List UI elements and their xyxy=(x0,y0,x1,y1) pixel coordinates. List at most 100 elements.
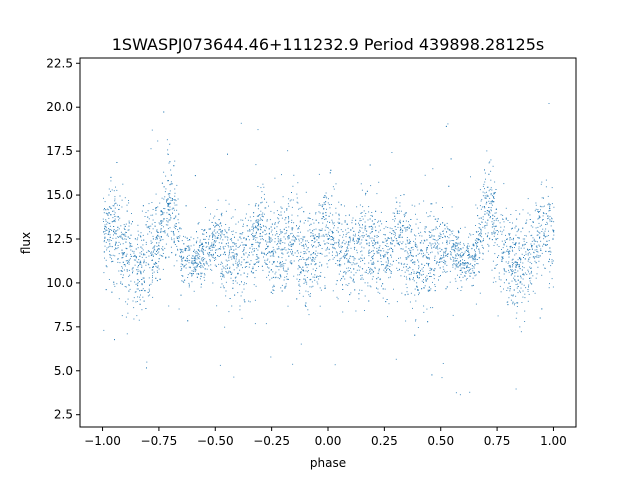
data-point xyxy=(168,219,170,221)
data-point xyxy=(312,233,314,235)
data-point xyxy=(192,260,194,262)
data-point xyxy=(310,293,311,295)
data-point xyxy=(377,288,379,290)
data-point xyxy=(217,224,219,226)
data-point xyxy=(531,283,533,285)
data-point xyxy=(398,257,399,259)
data-point xyxy=(221,231,223,233)
data-point xyxy=(123,252,125,253)
data-point xyxy=(394,226,396,228)
data-point xyxy=(428,273,429,274)
data-point xyxy=(220,231,222,233)
data-point xyxy=(406,227,408,228)
data-point xyxy=(370,268,372,270)
data-point xyxy=(553,231,555,233)
data-point xyxy=(282,263,284,265)
data-point xyxy=(426,308,428,310)
data-point xyxy=(543,243,545,245)
data-point xyxy=(183,266,185,268)
data-point xyxy=(458,262,460,264)
data-point xyxy=(188,248,190,250)
data-point xyxy=(530,225,532,227)
data-point xyxy=(159,237,161,239)
data-point xyxy=(258,204,260,206)
data-point xyxy=(436,261,437,263)
data-point xyxy=(114,285,116,287)
data-point xyxy=(528,258,530,260)
data-point xyxy=(274,222,276,224)
data-point xyxy=(201,265,203,267)
data-point xyxy=(475,242,476,244)
data-point xyxy=(258,260,260,262)
data-point xyxy=(265,207,267,209)
data-point xyxy=(431,229,433,231)
data-point xyxy=(331,238,333,240)
data-point xyxy=(200,286,202,288)
data-point xyxy=(295,238,297,240)
data-point xyxy=(515,272,517,274)
data-point xyxy=(130,249,132,251)
data-point xyxy=(383,255,384,257)
data-point xyxy=(478,223,480,224)
data-point xyxy=(537,209,539,210)
data-point xyxy=(403,194,405,196)
data-point xyxy=(134,254,136,256)
data-point xyxy=(290,244,292,246)
data-point xyxy=(348,260,350,262)
data-point xyxy=(196,258,198,260)
data-point xyxy=(313,222,315,224)
data-point xyxy=(432,307,434,309)
data-point xyxy=(273,286,275,287)
data-point xyxy=(309,257,311,259)
data-point xyxy=(297,232,299,233)
data-point xyxy=(535,204,537,206)
data-point xyxy=(483,206,485,208)
data-point xyxy=(339,260,340,262)
data-point xyxy=(258,257,260,259)
data-point xyxy=(173,265,175,267)
data-point xyxy=(347,284,349,286)
data-point xyxy=(220,230,222,232)
data-point xyxy=(128,284,130,286)
data-point xyxy=(434,284,436,286)
data-point xyxy=(148,203,150,205)
data-point xyxy=(529,261,531,263)
data-point xyxy=(280,249,282,251)
data-point xyxy=(104,224,106,226)
data-point xyxy=(352,280,354,282)
data-point xyxy=(371,262,373,264)
data-point xyxy=(136,301,138,302)
data-point xyxy=(332,221,333,223)
data-point xyxy=(538,217,540,219)
data-point xyxy=(517,286,519,287)
data-point xyxy=(147,295,149,297)
data-point xyxy=(378,220,379,222)
data-point xyxy=(487,195,489,197)
data-point xyxy=(430,268,432,270)
data-point xyxy=(133,259,135,261)
data-point xyxy=(358,293,360,295)
data-point xyxy=(507,304,509,306)
data-point xyxy=(488,245,490,247)
data-point xyxy=(188,254,190,256)
data-point xyxy=(107,233,109,235)
data-point xyxy=(271,239,273,241)
data-point xyxy=(133,307,135,309)
data-point xyxy=(501,256,503,258)
data-point xyxy=(283,279,285,281)
data-point xyxy=(114,218,116,220)
data-point xyxy=(114,212,116,214)
data-point xyxy=(291,246,293,247)
data-point xyxy=(316,275,318,277)
data-point xyxy=(311,259,312,261)
data-point xyxy=(320,229,322,231)
data-point xyxy=(537,241,538,243)
data-point xyxy=(551,259,553,261)
data-point xyxy=(281,290,283,292)
data-point xyxy=(168,209,170,211)
data-point xyxy=(396,267,398,269)
data-point xyxy=(220,275,222,277)
data-point xyxy=(405,227,407,229)
data-point xyxy=(538,255,540,257)
data-point xyxy=(253,272,255,274)
